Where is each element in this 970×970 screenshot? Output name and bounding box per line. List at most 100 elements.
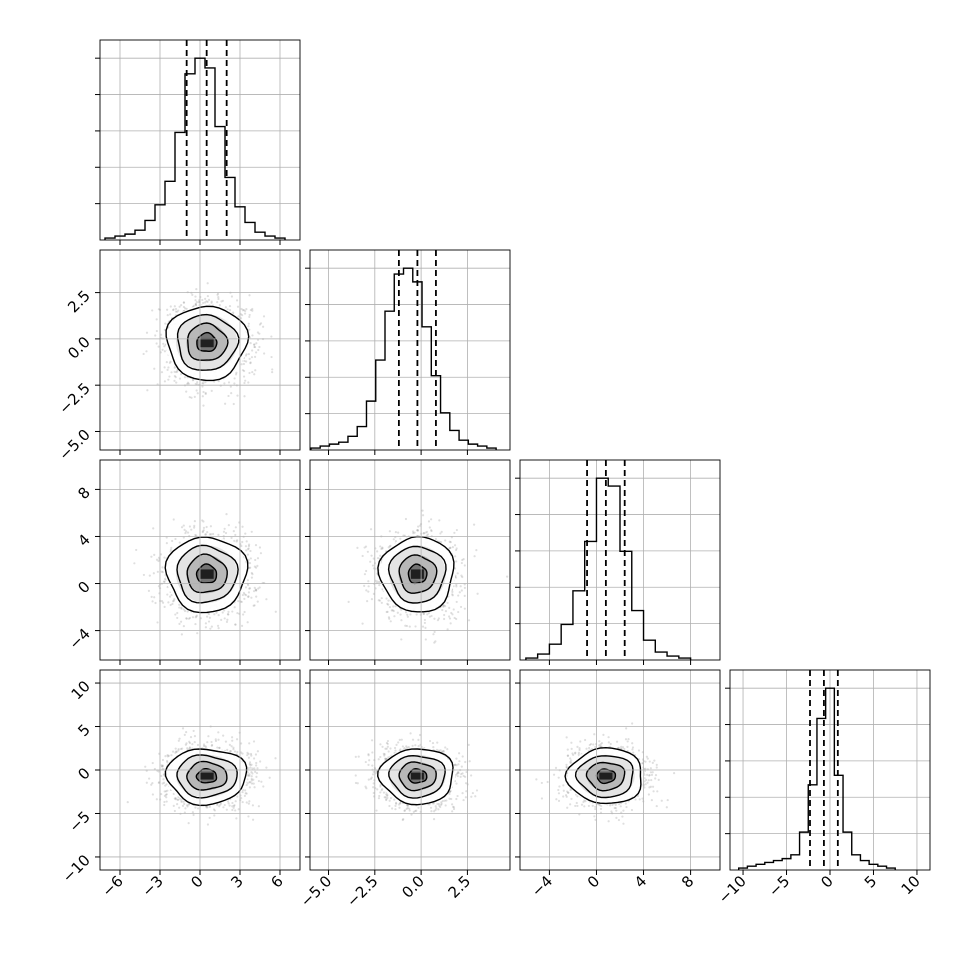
scatter-point — [232, 311, 235, 314]
scatter-point — [453, 531, 456, 534]
scatter-point — [263, 352, 266, 355]
scatter-point — [154, 334, 157, 337]
scatter-point — [400, 619, 403, 622]
scatter-point — [422, 532, 425, 535]
scatter-point — [400, 638, 403, 641]
scatter-point — [388, 530, 391, 533]
scatter-point — [150, 555, 153, 558]
scatter-point — [391, 609, 394, 612]
scatter-point — [387, 599, 390, 602]
scatter-point — [160, 570, 163, 573]
scatter-point — [235, 371, 238, 374]
scatter-point — [197, 301, 201, 304]
scatter-point — [274, 610, 277, 613]
scatter-point — [247, 322, 250, 325]
scatter-point — [366, 600, 369, 603]
scatter-point — [386, 602, 389, 605]
scatter-point — [194, 303, 197, 306]
scatter-point — [241, 369, 245, 372]
scatter-point — [220, 618, 223, 621]
scatter-point — [365, 589, 368, 592]
scatter-point — [156, 621, 159, 624]
contour-line-2 — [176, 313, 240, 371]
scatter-point — [202, 390, 205, 394]
scatter-point — [169, 603, 172, 607]
scatter-point — [244, 309, 247, 313]
scatter-point — [451, 546, 454, 549]
scatter-point — [171, 539, 174, 543]
scatter-point — [217, 297, 220, 301]
scatter-point — [365, 569, 368, 573]
scatter-point — [155, 558, 159, 561]
scatter-point — [367, 585, 370, 588]
scatter-point — [224, 531, 228, 535]
scatter-point — [450, 611, 453, 615]
contour-line-3 — [377, 535, 455, 613]
scatter-point — [460, 574, 463, 577]
scatter-panel-0-1 — [95, 249, 301, 455]
scatter-point — [163, 556, 166, 559]
scatter-point — [454, 555, 457, 558]
scatter-point — [235, 299, 239, 302]
scatter-point — [146, 389, 149, 392]
scatter-point — [186, 382, 189, 386]
scatter-point — [413, 531, 416, 534]
scatter-point — [388, 545, 391, 548]
scatter-point — [160, 371, 164, 374]
scatter-point — [411, 530, 415, 533]
scatter-point — [169, 313, 172, 316]
scatter-point — [227, 610, 230, 613]
scatter-point — [237, 600, 240, 603]
contour-line-0 — [195, 563, 218, 584]
scatter-point — [224, 306, 227, 309]
scatter-point — [442, 605, 445, 608]
scatter-point — [247, 591, 251, 594]
scatter-point — [227, 613, 230, 616]
scatter-point — [162, 342, 165, 345]
scatter-point — [421, 625, 425, 628]
scatter-point — [170, 546, 173, 549]
scatter-point — [168, 375, 171, 378]
scatter-point — [221, 299, 225, 302]
scatter-point — [372, 557, 375, 560]
scatter-point — [166, 368, 169, 371]
scatter-point — [249, 362, 252, 365]
scatter-point — [163, 380, 167, 383]
scatter-point — [194, 302, 197, 305]
scatter-point — [205, 525, 208, 529]
scatter-point — [421, 514, 425, 517]
scatter-point — [455, 547, 458, 550]
scatter-point — [234, 533, 237, 537]
scatter-point — [379, 545, 382, 548]
scatter-point — [251, 349, 254, 352]
scatter-point — [240, 363, 243, 366]
scatter-point — [155, 329, 158, 333]
scatter-point — [202, 529, 205, 532]
scatter-point — [361, 622, 364, 625]
scatter-point — [248, 587, 252, 590]
scatter-point — [178, 377, 182, 380]
scatter-panel-0-3 — [95, 669, 301, 875]
scatter-point — [233, 382, 236, 385]
scatter-point — [156, 570, 159, 573]
scatter-point — [257, 587, 260, 590]
scatter-point — [259, 552, 263, 555]
scatter-point — [451, 594, 454, 597]
scatter-point — [453, 616, 456, 620]
scatter-point — [162, 580, 166, 583]
scatter-point — [185, 530, 188, 533]
scatter-point — [174, 537, 177, 541]
scatter-point — [160, 600, 164, 603]
scatter-point — [249, 549, 252, 553]
scatter-point — [251, 334, 254, 337]
scatter-point — [233, 377, 236, 380]
scatter-point — [363, 584, 366, 587]
scatter-point — [404, 611, 408, 614]
scatter-point — [262, 315, 266, 318]
scatter-point — [253, 373, 256, 376]
scatter-point — [165, 542, 168, 545]
scatter-point — [184, 307, 187, 310]
scatter-point — [195, 614, 198, 617]
scatter-point — [190, 396, 193, 399]
scatter-point — [459, 585, 462, 588]
